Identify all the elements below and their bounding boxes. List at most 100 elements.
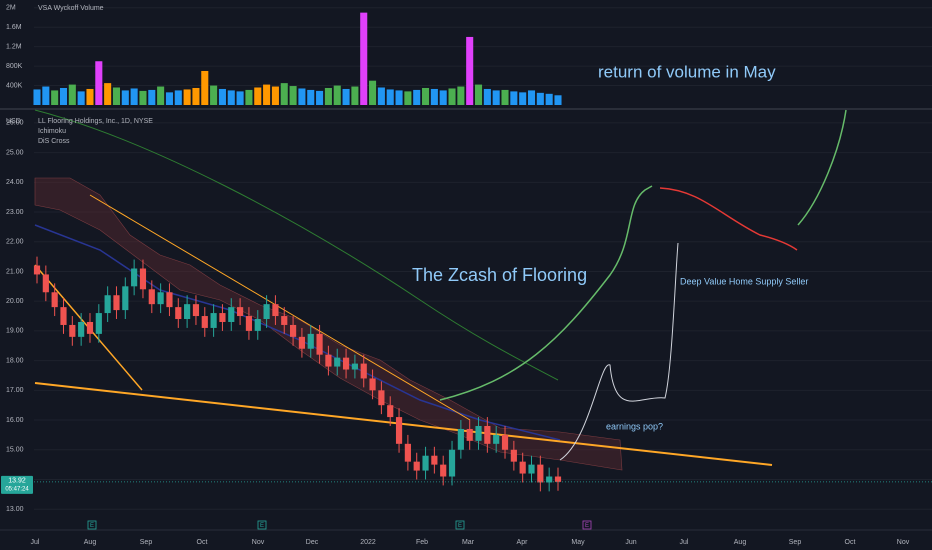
candle-body [289, 324, 297, 337]
volume-bar [289, 86, 297, 105]
volume-bar [501, 89, 509, 105]
volume-bar [51, 90, 59, 105]
candle-body [431, 455, 438, 465]
x-tick-label: Sep [789, 539, 802, 546]
volume-bar [439, 90, 447, 105]
x-tick-label: Dec [306, 539, 319, 546]
candle-body [113, 295, 120, 311]
candle-body [272, 304, 279, 317]
y-tick-label: 400K [6, 82, 23, 89]
volume-bar [360, 12, 368, 106]
volume-bar [466, 36, 474, 105]
x-tick-label: Apr [517, 539, 529, 546]
candle-body [457, 428, 464, 450]
candle-body [281, 316, 288, 325]
volume-bar [174, 90, 182, 105]
candle-body [466, 428, 473, 441]
volume-bar [554, 95, 562, 105]
candle-body [528, 464, 535, 474]
y-tick-label: 16.00 [6, 417, 24, 424]
volume-bar [139, 90, 147, 105]
candle-body [192, 304, 200, 317]
candle-body [298, 336, 306, 349]
candle-body [42, 274, 49, 293]
y-tick-label: 22.00 [6, 239, 24, 246]
volume-bar [519, 92, 527, 105]
candle-body [184, 304, 191, 320]
candle-body [342, 357, 350, 370]
candle-body [537, 464, 544, 483]
price-title: LL Flooring Holdings, Inc., 1D, NYSE [38, 118, 153, 125]
annotation: return of volume in May [598, 62, 776, 81]
volume-bar [474, 84, 483, 105]
y-tick-label: 20.00 [6, 298, 24, 305]
candle-body [360, 363, 367, 379]
volume-bar [121, 90, 129, 105]
x-tick-label: Jun [625, 539, 636, 546]
volume-bar [457, 86, 465, 105]
event-label: E [260, 523, 264, 529]
volume-bar [492, 90, 500, 105]
volume-bar [448, 88, 456, 105]
volume-bar [271, 86, 279, 105]
annotation: The Zcash of Flooring [412, 265, 587, 285]
trend-line [34, 382, 773, 466]
x-tick-label: Feb [416, 539, 428, 546]
candle-body [245, 316, 253, 331]
volume-bar [112, 87, 121, 105]
candle-body [86, 321, 94, 334]
candle-body [395, 417, 403, 444]
candle-body [148, 289, 155, 305]
event-label: E [585, 523, 589, 529]
event-marker [455, 520, 465, 530]
event-label: E [458, 523, 462, 529]
volume-bar [386, 89, 394, 105]
candle-body [131, 268, 138, 287]
y-tick-label: 1.6M [6, 24, 22, 31]
x-tick-label: Jul [680, 539, 689, 546]
candle-body [175, 307, 182, 320]
projection-curve [439, 185, 653, 401]
x-tick-label: May [571, 539, 585, 546]
y-tick-label: 24.00 [6, 179, 24, 186]
candle-body [378, 390, 385, 406]
volume-bar [422, 87, 430, 105]
volume-bar [298, 88, 306, 105]
volume-bar [342, 88, 350, 105]
volume-bar [369, 80, 377, 105]
volume-bar [95, 61, 103, 105]
candle-body [33, 265, 41, 275]
volume-bar [68, 84, 76, 105]
candle-body [51, 292, 58, 308]
candle-body [201, 316, 208, 328]
volume-bar [316, 90, 324, 105]
volume-bar [395, 90, 403, 105]
candle-body [546, 476, 553, 483]
y-tick-label: 1.2M [6, 44, 22, 51]
volume-bar [227, 90, 235, 105]
y-tick-label: 13.00 [6, 506, 24, 513]
volume-bar [86, 88, 94, 105]
candle-body [316, 333, 323, 355]
candle-body [219, 313, 226, 322]
x-tick-label: Nov [252, 539, 265, 546]
candle-body [484, 425, 491, 444]
volume-bar [210, 85, 218, 105]
candle-body [325, 354, 332, 367]
volume-bar [404, 91, 412, 105]
indicator-label: DiS Cross [38, 138, 70, 145]
volume-bar [307, 89, 315, 105]
candle-body [369, 378, 376, 391]
volume-bar [201, 70, 209, 105]
volume-bar [183, 89, 191, 105]
projection-curve [797, 109, 847, 226]
candle-body [404, 443, 411, 462]
candle-body [139, 268, 147, 290]
candle-body [210, 313, 217, 328]
volume-bar [413, 89, 421, 105]
y-tick-label: 21.00 [6, 268, 24, 275]
candle-body [334, 357, 341, 367]
x-tick-label: Nov [897, 539, 910, 546]
volume-bar [254, 87, 262, 105]
